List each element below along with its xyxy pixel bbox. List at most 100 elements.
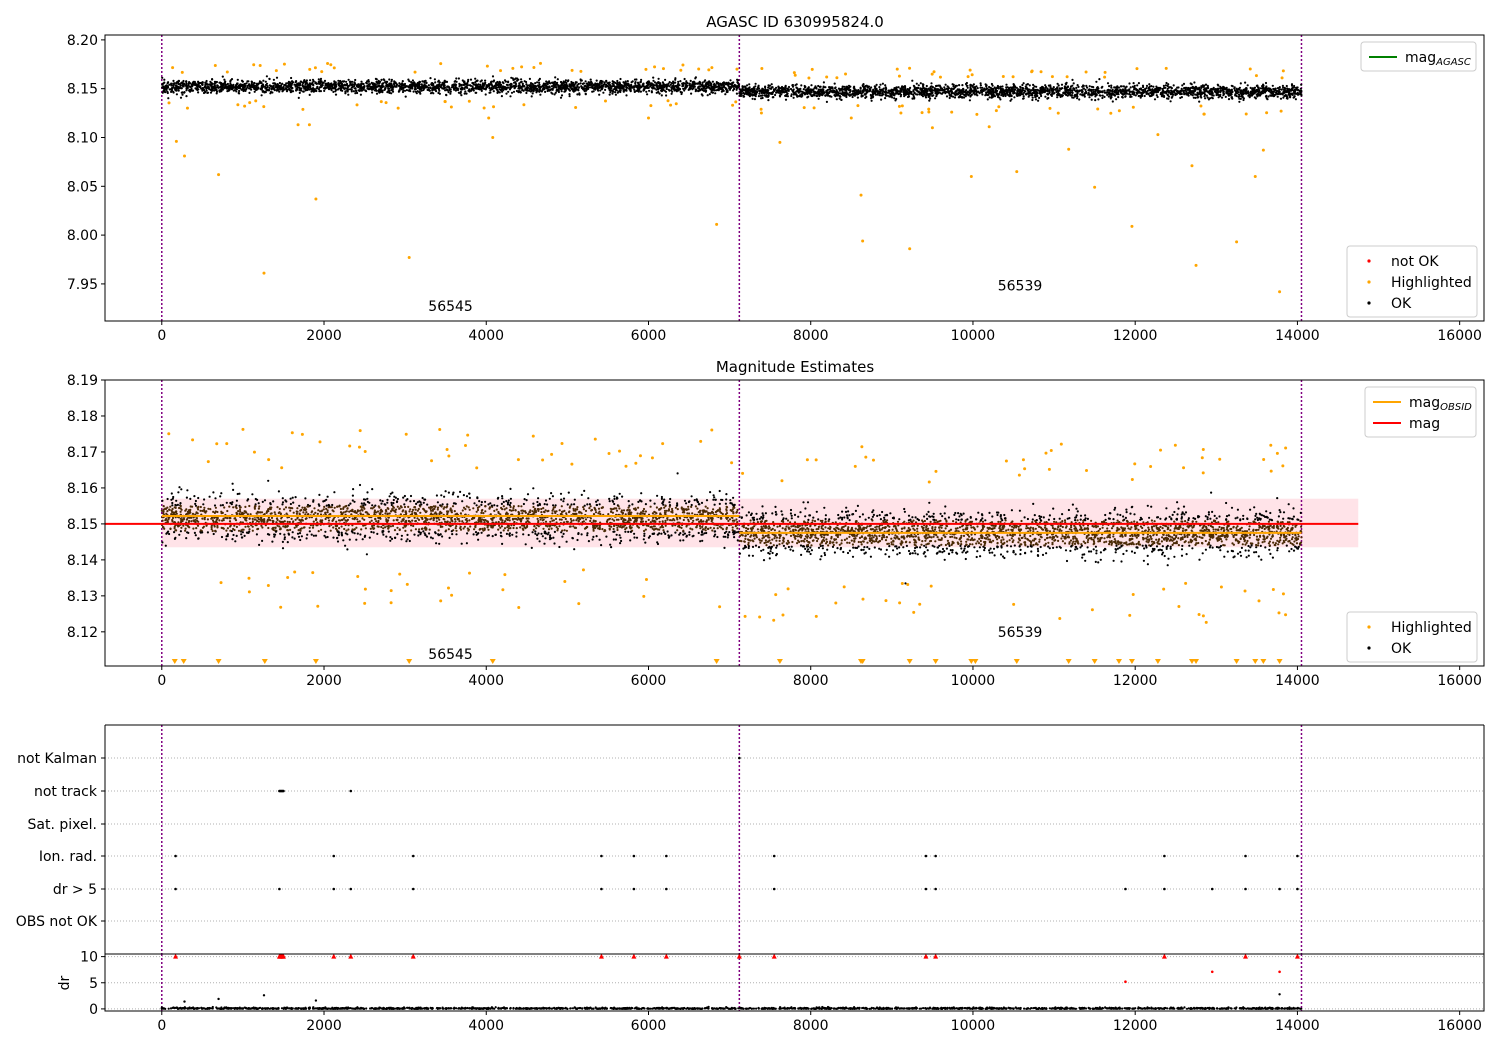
agasc-ok-point: [233, 89, 237, 92]
agasc-ok-point: [478, 85, 481, 88]
agasc-ok-point: [298, 84, 302, 87]
agasc-ok-point: [1049, 84, 1052, 87]
agasc-ok-point: [579, 79, 583, 82]
agasc-ok-point: [1031, 96, 1034, 99]
agasc-ok-point: [490, 80, 493, 83]
agasc-ok-point: [378, 85, 381, 88]
agasc-ok-point: [1025, 92, 1028, 95]
agasc-ok-point: [899, 89, 902, 92]
agasc-ok-point: [305, 79, 308, 82]
agasc-ok-point: [404, 95, 407, 98]
agasc-ok-point: [1197, 96, 1200, 99]
agasc-ok-point: [619, 86, 622, 89]
agasc-ok-point: [466, 84, 469, 87]
agasc-ok-point: [539, 89, 542, 92]
agasc-ok-point: [822, 88, 825, 92]
agasc-ok-point: [890, 93, 894, 96]
agasc-ok-point: [1294, 86, 1298, 89]
agasc-ok-point: [182, 79, 185, 83]
agasc-ok-point: [1079, 93, 1082, 96]
agasc-ok-point: [1265, 97, 1268, 100]
agasc-ok-point: [518, 90, 522, 93]
agasc-ok-point: [238, 89, 241, 93]
agasc-ok-point: [962, 90, 966, 93]
agasc-ok-point: [885, 91, 889, 94]
agasc-ok-point: [411, 79, 414, 82]
agasc-ok-point: [670, 82, 673, 85]
agasc-ok-point: [939, 92, 942, 95]
agasc-ok-point: [1250, 94, 1253, 97]
agasc-ok-point: [543, 86, 546, 89]
agasc-ok-point: [653, 87, 656, 90]
agasc-ok-point: [832, 89, 836, 92]
agasc-ok-point: [1133, 84, 1136, 87]
agasc-ok-point: [674, 77, 677, 80]
agasc-ok-point: [791, 90, 795, 93]
agasc-ok-point: [853, 85, 856, 88]
agasc-ok-point: [652, 76, 655, 79]
agasc-ok-point: [1153, 98, 1157, 101]
agasc-ok-point: [1238, 95, 1241, 98]
agasc-ok-point: [276, 86, 279, 89]
agasc-ok-point: [463, 92, 466, 95]
agasc-ok-point: [1111, 92, 1114, 95]
agasc-ok-point: [1134, 87, 1137, 90]
agasc-ok-point: [1217, 87, 1220, 90]
agasc-ok-point: [916, 86, 919, 89]
agasc-ok-point: [756, 86, 760, 89]
agasc-ok-point: [367, 85, 370, 88]
agasc-ok-point: [1234, 94, 1237, 97]
agasc-ok-point: [245, 82, 248, 85]
agasc-ok-point: [761, 96, 764, 100]
agasc-ok-point: [697, 87, 701, 90]
agasc-ok-point: [483, 83, 486, 86]
agasc-ok-point: [1090, 98, 1093, 101]
agasc-ok-point: [1221, 89, 1224, 92]
agasc-ok-point: [182, 85, 185, 88]
agasc-ok-point: [405, 85, 408, 88]
agasc-ok-point: [215, 88, 218, 92]
agasc-ok-point: [742, 95, 745, 98]
agasc-ok-point: [572, 81, 575, 84]
agasc-ok-point: [390, 78, 393, 81]
agasc-ok-point: [946, 91, 950, 94]
agasc-ok-point: [500, 95, 503, 98]
agasc-ok-point: [720, 84, 723, 87]
agasc-ok-point: [592, 90, 595, 93]
agasc-ok-point: [1249, 86, 1252, 89]
agasc-ok-point: [978, 92, 981, 95]
agasc-ok-point: [278, 81, 281, 85]
agasc-ok-point: [739, 93, 743, 96]
agasc-ok-point: [1052, 86, 1055, 89]
agasc-ok-point: [1069, 85, 1073, 88]
agasc-ok-point: [536, 81, 539, 84]
agasc-ok-point: [354, 89, 357, 92]
agasc-ok-point: [177, 89, 180, 92]
agasc-ok-point: [354, 82, 357, 86]
agasc-ok-point: [1203, 93, 1207, 96]
agasc-ok-point: [1299, 87, 1302, 90]
agasc-ok-point: [1207, 98, 1210, 101]
agasc-ok-point: [223, 81, 226, 84]
agasc-ok-point: [488, 91, 491, 94]
agasc-ok-point: [819, 85, 822, 88]
agasc-ok-point: [287, 84, 291, 87]
agasc-ok-point: [760, 91, 764, 95]
agasc-ok-point: [791, 84, 794, 87]
agasc-ok-point: [1175, 90, 1179, 93]
agasc-ok-point: [205, 79, 208, 83]
agasc-ok-point: [250, 81, 254, 84]
agasc-ok-point: [1038, 96, 1041, 99]
agasc-ok-point: [166, 91, 169, 95]
agasc-ok-point: [1101, 94, 1104, 97]
agasc-ok-point: [546, 83, 549, 86]
agasc-ok-point: [181, 93, 184, 96]
agasc-ok-point: [437, 91, 440, 94]
agasc-ok-point: [707, 82, 710, 85]
agasc-ok-point: [302, 85, 305, 89]
agasc-ok-point: [1163, 91, 1166, 94]
agasc-ok-point: [939, 85, 942, 88]
agasc-ok-point: [614, 87, 617, 90]
agasc-ok-point: [1224, 95, 1227, 98]
